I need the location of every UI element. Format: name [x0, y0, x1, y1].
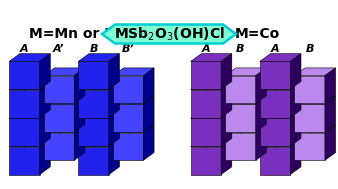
Polygon shape [113, 68, 154, 76]
Polygon shape [44, 76, 74, 103]
Polygon shape [191, 111, 232, 118]
Polygon shape [143, 68, 154, 103]
Polygon shape [78, 82, 120, 90]
Polygon shape [109, 82, 120, 118]
Polygon shape [44, 133, 74, 160]
Polygon shape [113, 125, 154, 133]
Polygon shape [143, 96, 154, 132]
Polygon shape [294, 96, 336, 104]
Text: A’: A’ [53, 44, 65, 54]
Text: B: B [236, 44, 245, 54]
Text: A: A [271, 44, 280, 54]
Polygon shape [78, 118, 109, 146]
Text: MSb$_2$O$_3$(OH)Cl: MSb$_2$O$_3$(OH)Cl [114, 25, 224, 43]
Polygon shape [40, 139, 50, 175]
Text: B: B [306, 44, 314, 54]
Polygon shape [294, 76, 325, 103]
Polygon shape [113, 96, 154, 104]
Polygon shape [109, 139, 120, 175]
Polygon shape [44, 125, 85, 133]
Polygon shape [294, 125, 336, 133]
Polygon shape [109, 111, 120, 146]
Polygon shape [113, 76, 143, 103]
Polygon shape [143, 125, 154, 160]
Polygon shape [44, 104, 74, 132]
Polygon shape [74, 125, 85, 160]
Text: M=Mn or Fe: M=Mn or Fe [29, 27, 123, 41]
Polygon shape [325, 125, 336, 160]
Polygon shape [191, 54, 232, 61]
Polygon shape [74, 68, 85, 103]
Text: A: A [20, 44, 29, 54]
Polygon shape [260, 61, 290, 89]
Polygon shape [221, 111, 232, 146]
Polygon shape [325, 68, 336, 103]
Polygon shape [221, 139, 232, 175]
Polygon shape [102, 25, 236, 43]
Polygon shape [9, 61, 40, 89]
Polygon shape [191, 139, 232, 147]
Polygon shape [9, 90, 40, 118]
Polygon shape [113, 133, 143, 160]
Polygon shape [225, 76, 256, 103]
Polygon shape [9, 111, 50, 118]
Polygon shape [225, 96, 266, 104]
Polygon shape [78, 90, 109, 118]
Text: A: A [201, 44, 210, 54]
Polygon shape [225, 133, 256, 160]
Polygon shape [294, 133, 325, 160]
Polygon shape [78, 61, 109, 89]
Polygon shape [294, 104, 325, 132]
Polygon shape [260, 147, 290, 175]
Polygon shape [260, 90, 290, 118]
Polygon shape [109, 54, 120, 89]
Polygon shape [78, 147, 109, 175]
Polygon shape [256, 68, 266, 103]
Polygon shape [290, 54, 301, 89]
Polygon shape [40, 111, 50, 146]
Polygon shape [78, 111, 120, 118]
Polygon shape [225, 104, 256, 132]
Polygon shape [225, 125, 266, 133]
Polygon shape [9, 54, 50, 61]
Polygon shape [191, 61, 221, 89]
Polygon shape [74, 96, 85, 132]
Polygon shape [290, 82, 301, 118]
Polygon shape [191, 147, 221, 175]
Polygon shape [191, 82, 232, 90]
Polygon shape [256, 96, 266, 132]
Polygon shape [294, 68, 336, 76]
Polygon shape [44, 68, 85, 76]
Text: B’: B’ [122, 44, 135, 54]
Polygon shape [290, 139, 301, 175]
Polygon shape [221, 82, 232, 118]
Polygon shape [44, 96, 85, 104]
Polygon shape [225, 68, 266, 76]
Polygon shape [260, 54, 301, 61]
Polygon shape [9, 82, 50, 90]
Text: M=Co: M=Co [235, 27, 281, 41]
Polygon shape [260, 82, 301, 90]
Polygon shape [9, 147, 40, 175]
Text: B: B [89, 44, 98, 54]
Polygon shape [260, 118, 290, 146]
Polygon shape [260, 139, 301, 147]
Polygon shape [113, 104, 143, 132]
Polygon shape [256, 125, 266, 160]
Polygon shape [325, 96, 336, 132]
Polygon shape [260, 111, 301, 118]
Polygon shape [191, 118, 221, 146]
Polygon shape [221, 54, 232, 89]
Polygon shape [78, 139, 120, 147]
Polygon shape [290, 111, 301, 146]
Polygon shape [191, 90, 221, 118]
Polygon shape [40, 54, 50, 89]
Polygon shape [40, 82, 50, 118]
Polygon shape [9, 118, 40, 146]
Polygon shape [78, 54, 120, 61]
Polygon shape [9, 139, 50, 147]
